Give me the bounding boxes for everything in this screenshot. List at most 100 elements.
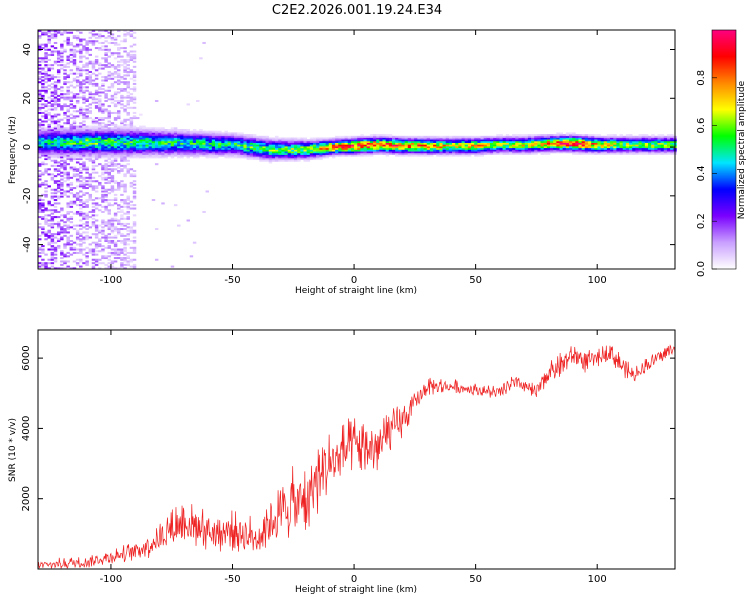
heatmap-cell: [407, 140, 412, 143]
heatmap-cell: [94, 55, 99, 58]
heatmap-cell: [186, 156, 191, 159]
heatmap-cell: [158, 149, 162, 152]
heatmap-cell: [110, 94, 115, 97]
heatmap-cell: [199, 137, 203, 140]
heatmap-cell: [75, 251, 80, 254]
heatmap-cell: [101, 79, 105, 82]
heatmap-cell: [196, 149, 200, 152]
heatmap-cell: [464, 151, 469, 154]
heatmap-cell: [654, 151, 658, 154]
heatmap-cell: [63, 132, 67, 135]
heatmap-cell: [442, 144, 447, 147]
heatmap-cell: [414, 137, 418, 140]
heatmap-cell: [167, 154, 172, 157]
heatmap-cell: [385, 152, 390, 155]
heatmap-cell: [196, 130, 200, 133]
heatmap-cell: [265, 147, 270, 150]
heatmap-cell: [53, 161, 58, 164]
heatmap-cell: [376, 135, 380, 138]
heatmap-cell: [88, 146, 93, 149]
heatmap-cell: [205, 130, 209, 133]
heatmap-cell: [69, 57, 74, 60]
heatmap-cell: [50, 93, 55, 96]
heatmap-cell: [275, 159, 279, 162]
heatmap-cell: [132, 65, 137, 68]
heatmap-cell: [230, 152, 235, 155]
heatmap-cell: [610, 134, 614, 137]
heatmap-cell: [363, 142, 368, 145]
heatmap-cell: [113, 125, 118, 128]
heatmap-cell: [265, 140, 270, 143]
heatmap-cell: [129, 53, 134, 56]
heatmap-cell: [562, 151, 567, 154]
heatmap-cell: [60, 129, 64, 132]
heatmap-cell: [91, 210, 96, 213]
heatmap-cell: [69, 60, 74, 63]
heatmap-cell: [145, 127, 149, 130]
heatmap-cell: [110, 239, 115, 242]
heatmap-cell: [82, 222, 86, 225]
heatmap-cell: [117, 204, 121, 207]
heatmap-cell: [429, 139, 434, 142]
heatmap-cell: [173, 129, 178, 132]
heatmap-cell: [202, 144, 206, 147]
heatmap-cell: [132, 175, 137, 178]
heatmap-cell: [82, 98, 86, 101]
heatmap-cell: [126, 106, 130, 109]
heatmap-cell: [126, 229, 130, 232]
heatmap-cell: [82, 55, 86, 58]
heatmap-cell: [616, 151, 620, 154]
heatmap-cell: [306, 151, 311, 154]
heatmap-cell: [246, 156, 251, 159]
heatmap-cell: [300, 154, 304, 157]
heatmap-cell: [56, 183, 61, 186]
heatmap-cell: [75, 115, 80, 118]
heatmap-cell: [72, 149, 77, 152]
x-tick-label: 0: [351, 574, 357, 585]
heatmap-cell: [47, 69, 51, 72]
heatmap-cell: [72, 135, 77, 138]
heatmap-cell: [227, 156, 232, 159]
heatmap-cell: [72, 53, 77, 56]
heatmap-cell: [445, 147, 450, 150]
heatmap-cell: [123, 200, 127, 203]
heatmap-cell: [88, 41, 93, 44]
heatmap-cell: [606, 149, 611, 152]
heatmap-cell: [414, 142, 418, 145]
heatmap-cell: [53, 144, 58, 147]
heatmap-cell: [221, 132, 225, 135]
heatmap-cell: [113, 234, 118, 237]
heatmap-cell: [553, 134, 557, 137]
heatmap-cell: [211, 140, 216, 143]
heatmap-cell: [38, 139, 42, 142]
heatmap-cell: [88, 53, 93, 56]
heatmap-cell: [508, 140, 513, 143]
heatmap-cell: [303, 154, 307, 157]
heatmap-cell: [38, 134, 42, 137]
heatmap-cell: [38, 35, 42, 38]
heatmap-cell: [309, 156, 314, 159]
heatmap-cell: [63, 214, 67, 217]
heatmap-cell: [632, 152, 636, 155]
heatmap-cell: [284, 154, 288, 157]
heatmap-cell: [154, 152, 159, 155]
heatmap-cell: [53, 216, 58, 219]
heatmap-cell: [75, 36, 80, 39]
heatmap-cell: [350, 146, 355, 149]
heatmap-cell: [575, 139, 579, 142]
heatmap-cell: [53, 137, 58, 140]
heatmap-cell: [233, 132, 238, 135]
heatmap-cell: [398, 137, 402, 140]
heatmap-cell: [82, 262, 86, 265]
heatmap-cell: [467, 142, 472, 145]
heatmap-cell: [467, 154, 472, 157]
heatmap-cell: [66, 140, 70, 143]
heatmap-cell: [41, 106, 45, 109]
x-tick-label: -50: [224, 574, 240, 585]
heatmap-cell: [575, 142, 579, 145]
heatmap-cell: [38, 60, 42, 63]
heatmap-cell: [50, 159, 55, 162]
heatmap-cell: [461, 151, 465, 154]
heatmap-cell: [38, 183, 42, 186]
heatmap-cell: [110, 140, 115, 143]
